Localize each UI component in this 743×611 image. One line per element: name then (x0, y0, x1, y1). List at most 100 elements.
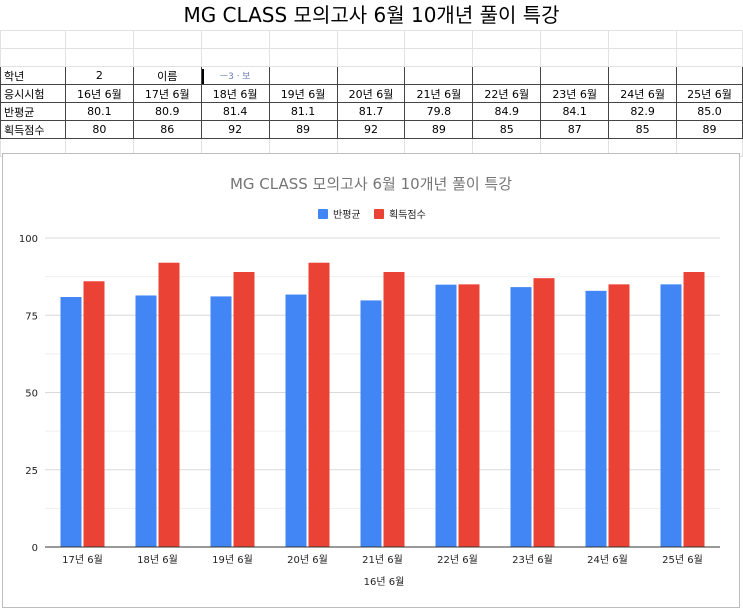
x-tick-label: 21년 6월 (362, 554, 403, 566)
chart-title: MG CLASS 모의고사 6월 10개년 풀이 특강 (230, 175, 512, 193)
cell[interactable] (336, 30, 406, 49)
cell[interactable] (336, 66, 406, 85)
x-tick-label: 17년 6월 (62, 554, 103, 566)
bar-obtained-score (233, 271, 255, 547)
bar-class-average (60, 297, 82, 547)
data-cell[interactable]: 80.1 (64, 102, 134, 121)
cell[interactable] (472, 66, 542, 85)
data-cell[interactable]: 84.9 (472, 102, 542, 121)
chart-grid (45, 237, 720, 509)
grade-label-cell[interactable]: 학년 (0, 66, 66, 85)
cell[interactable] (404, 48, 474, 67)
data-cell[interactable]: 89 (676, 120, 743, 139)
x-tick-label: 24년 6월 (587, 554, 628, 566)
row-label-cell[interactable]: 반평균 (0, 102, 66, 121)
data-cell[interactable]: 85 (608, 120, 678, 139)
data-cell[interactable]: 24년 6월 (608, 84, 678, 103)
data-cell[interactable]: 22년 6월 (472, 84, 542, 103)
data-cell[interactable]: 19년 6월 (268, 84, 338, 103)
y-tick-label: 75 (25, 311, 38, 322)
cell[interactable] (676, 48, 743, 67)
data-cell[interactable]: 89 (404, 120, 474, 139)
data-cell[interactable]: 81.7 (336, 102, 406, 121)
data-cell[interactable]: 92 (336, 120, 406, 139)
cell[interactable] (132, 48, 202, 67)
cell[interactable] (676, 30, 743, 49)
x-tick-label: 25년 6월 (662, 554, 703, 566)
data-cell[interactable]: 87 (540, 120, 610, 139)
row-label-cell[interactable]: 획득점수 (0, 120, 66, 139)
bar-class-average (585, 290, 607, 547)
cell[interactable] (268, 30, 338, 49)
legend-label: 반평균 (333, 209, 361, 221)
bar-class-average (660, 284, 682, 547)
cell[interactable] (472, 30, 542, 49)
data-cell[interactable]: 18년 6월 (200, 84, 270, 103)
cell[interactable] (608, 30, 678, 49)
grade-value-cell[interactable]: 2 (64, 66, 134, 85)
data-cell[interactable]: 16년 6월 (64, 84, 134, 103)
cell[interactable] (608, 48, 678, 67)
page-title: MG CLASS 모의고사 6월 10개년 풀이 특강 (183, 3, 560, 27)
data-cell[interactable]: 81.1 (268, 102, 338, 121)
y-tick-label: 100 (19, 234, 38, 245)
data-cell[interactable]: 85.0 (676, 102, 743, 121)
cell[interactable] (540, 48, 610, 67)
cell[interactable] (0, 30, 66, 49)
sheet-data-row: 반평균 80.1 80.9 81.4 81.1 81.7 79.8 84.9 84.1 82.9 8… (0, 102, 743, 121)
name-label-cell[interactable]: 이름 (132, 66, 202, 85)
data-cell[interactable]: 23년 6월 (540, 84, 610, 103)
bar-class-average (510, 287, 532, 547)
cell[interactable] (200, 48, 270, 67)
cell[interactable] (404, 30, 474, 49)
bar-obtained-score (83, 281, 105, 547)
cell[interactable] (472, 48, 542, 67)
data-cell[interactable]: 80.9 (132, 102, 202, 121)
cell[interactable] (64, 48, 134, 67)
sheet-empty-row (0, 30, 743, 49)
data-cell[interactable]: 79.8 (404, 102, 474, 121)
bar-obtained-score (308, 262, 330, 547)
cell[interactable] (540, 66, 610, 85)
chart-panel[interactable]: MG CLASS 모의고사 6월 10개년 풀이 특강 반평균 획득점수 0 25 5… (2, 153, 740, 608)
data-cell[interactable]: 85 (472, 120, 542, 139)
cell[interactable] (608, 66, 678, 85)
student-info-row: 학년 2 이름 ㅡ3ㆍ보 (0, 66, 743, 85)
y-tick-label: 0 (32, 543, 38, 554)
data-cell[interactable]: 25년 6월 (676, 84, 743, 103)
cell[interactable] (404, 66, 474, 85)
data-cell[interactable]: 86 (132, 120, 202, 139)
cell[interactable] (540, 30, 610, 49)
data-cell[interactable]: 20년 6월 (336, 84, 406, 103)
bar-obtained-score (683, 271, 705, 547)
data-cell[interactable]: 80 (64, 120, 134, 139)
x-tick-label: 18년 6월 (137, 554, 178, 566)
data-cell[interactable]: 82.9 (608, 102, 678, 121)
cell[interactable] (64, 30, 134, 49)
data-cell[interactable]: 89 (268, 120, 338, 139)
x-axis-title: 16년 6월 (364, 576, 405, 588)
bar-chart: MG CLASS 모의고사 6월 10개년 풀이 특강 반평균 획득점수 0 25 5… (19, 175, 720, 588)
cell[interactable] (200, 30, 270, 49)
cell[interactable] (132, 30, 202, 49)
x-tick-label: 23년 6월 (512, 554, 553, 566)
cell[interactable] (0, 48, 66, 67)
data-cell[interactable]: 17년 6월 (132, 84, 202, 103)
x-tick-label: 22년 6월 (437, 554, 478, 566)
x-tick-label: 19년 6월 (212, 554, 253, 566)
legend-label: 획득점수 (389, 209, 426, 221)
cell[interactable] (268, 48, 338, 67)
data-cell[interactable]: 81.4 (200, 102, 270, 121)
cell[interactable] (676, 66, 743, 85)
chart-legend: 반평균 획득점수 (318, 209, 426, 221)
cell[interactable] (268, 66, 338, 85)
row-label-cell[interactable]: 응시시험 (0, 84, 66, 103)
data-cell[interactable]: 21년 6월 (404, 84, 474, 103)
data-cell[interactable]: 84.1 (540, 102, 610, 121)
bar-obtained-score (383, 271, 405, 547)
data-cell[interactable]: 92 (200, 120, 270, 139)
chart-axes: 0 25 50 75 100 17년 6월 18년 6월 19년 6월 20년 6월 21년 6월… (19, 234, 720, 566)
name-value-cell[interactable]: ㅡ3ㆍ보 (200, 66, 270, 85)
legend-swatch (318, 209, 328, 219)
cell[interactable] (336, 48, 406, 67)
